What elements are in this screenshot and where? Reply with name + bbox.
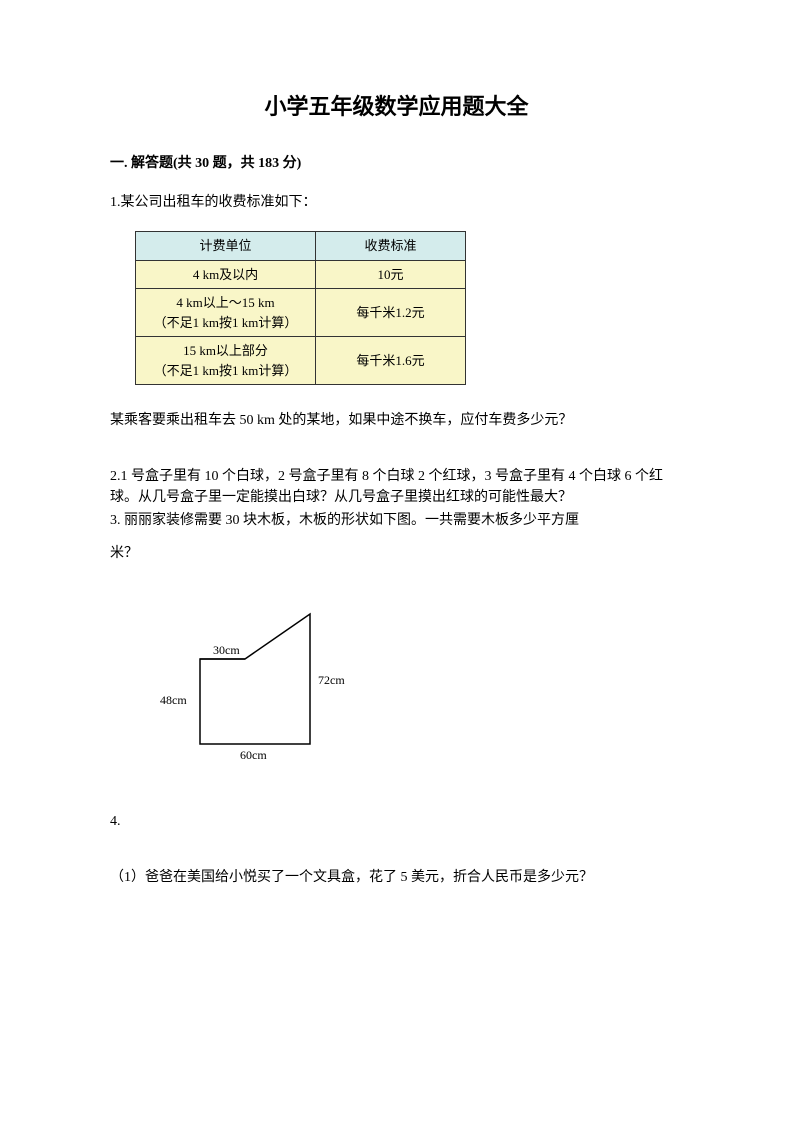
q1-followup: 某乘客要乘出租车去 50 km 处的某地，如果中途不换车，应付车费多少元？ <box>110 410 683 431</box>
table-row: 4 km及以内 10元 <box>136 260 466 289</box>
q4-sub1: （1）爸爸在美国给小悦买了一个文具盒，花了 5 美元，折合人民币是多少元？ <box>110 867 683 888</box>
q3-line2: 米？ <box>110 543 683 564</box>
q2-text: 2.1 号盒子里有 10 个白球，2 号盒子里有 8 个白球 2 个红球，3 号… <box>110 466 683 508</box>
cell-fee: 10元 <box>316 260 466 289</box>
fare-table: 计费单位 收费标准 4 km及以内 10元 4 km以上～15 km （不足1 … <box>135 231 466 385</box>
cell-line: （不足1 km按1 km计算） <box>144 361 307 381</box>
cell-line: 4 km以上～15 km <box>144 293 307 313</box>
q1-prefix: 1.某公司出租车的收费标准如下： <box>110 192 683 213</box>
label-30cm: 30cm <box>213 643 240 657</box>
cell-unit: 4 km以上～15 km （不足1 km按1 km计算） <box>136 289 316 337</box>
q3-line1: 3. 丽丽家装修需要 30 块木板，木板的形状如下图。一共需要木板多少平方厘 <box>110 510 683 531</box>
cell-fee: 每千米1.6元 <box>316 337 466 385</box>
shape-diagram: 30cm 48cm 72cm 60cm <box>155 594 683 771</box>
cell-fee: 每千米1.2元 <box>316 289 466 337</box>
label-60cm: 60cm <box>240 748 267 762</box>
header-fee: 收费标准 <box>316 232 466 261</box>
shape-path <box>200 614 310 744</box>
cell-line: 15 km以上部分 <box>144 341 307 361</box>
table-header-row: 计费单位 收费标准 <box>136 232 466 261</box>
header-unit: 计费单位 <box>136 232 316 261</box>
cell-unit: 4 km及以内 <box>136 260 316 289</box>
label-48cm: 48cm <box>160 693 187 707</box>
label-72cm: 72cm <box>318 673 345 687</box>
cell-unit: 15 km以上部分 （不足1 km按1 km计算） <box>136 337 316 385</box>
cell-line: （不足1 km按1 km计算） <box>144 313 307 333</box>
page-title: 小学五年级数学应用题大全 <box>110 90 683 123</box>
table-row: 15 km以上部分 （不足1 km按1 km计算） 每千米1.6元 <box>136 337 466 385</box>
q4-prefix: 4. <box>110 811 683 832</box>
section-header: 一. 解答题(共 30 题，共 183 分) <box>110 153 683 174</box>
table-row: 4 km以上～15 km （不足1 km按1 km计算） 每千米1.2元 <box>136 289 466 337</box>
